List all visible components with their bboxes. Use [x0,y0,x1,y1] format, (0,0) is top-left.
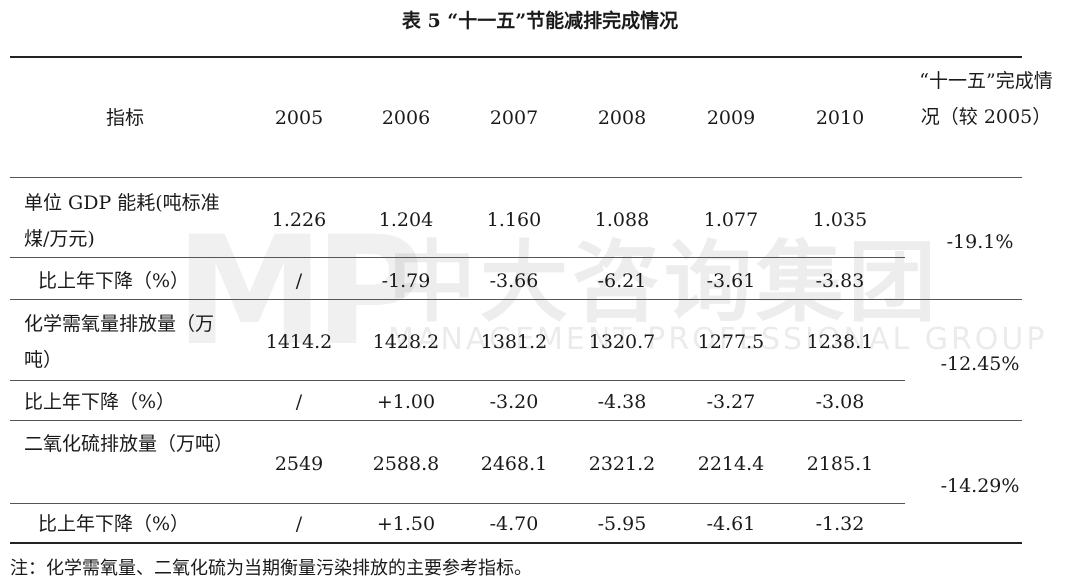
table-cell: 1.035 [812,209,868,231]
header-year-2005: 2005 [274,107,324,129]
table-cell: 1428.2 [372,331,440,353]
table-cell: 1381.2 [480,331,548,353]
row-label-decline: 比上年下降（%） [38,513,190,535]
table-cell: 2185.1 [806,453,874,475]
completion-so2: -14.29% [940,475,1020,497]
table-cell: 1414.2 [265,331,333,353]
header-year-2008: 2008 [597,107,647,129]
table-title: 表 5 “十一五”节能减排完成情况 [401,10,679,32]
table-cell: 1.160 [486,209,542,231]
row-label-decline: 比上年下降（%） [24,391,176,413]
table-cell: / [295,270,303,292]
section-divider [10,299,1022,300]
table-cell: +1.00 [376,391,436,413]
row-label-cod: 化学需氧量排放量（万吨） [24,313,215,371]
table-cell: 1.204 [378,209,434,231]
table-cell: -3.27 [706,391,756,413]
row-label-so2: 二氧化硫排放量（万吨） [24,433,234,455]
header-year-2007: 2007 [489,107,539,129]
table-cell: 1320.7 [588,331,656,353]
completion-cod: -12.45% [940,353,1020,375]
table-note: 注：化学需氧量、二氧化硫为当期衡量污染排放的主要参考指标。 [10,558,532,579]
table-bottom-rule [10,542,1022,544]
table-cell: -1.32 [815,513,865,535]
header-year-2010: 2010 [815,107,865,129]
header-indicator: 指标 [105,107,145,129]
watermark-chinese: 中大咨询集团 [388,231,941,334]
table-cell: 1.088 [594,209,650,231]
table-top-rule [10,56,1022,58]
table-cell: -6.21 [597,270,647,292]
table-cell: -5.95 [597,513,647,535]
table-cell: -3.83 [815,270,865,292]
table-cell: 2588.8 [372,453,440,475]
table-cell: -3.20 [489,391,539,413]
row-divider [10,257,905,258]
table-cell: 1.226 [271,209,327,231]
header-completion: “十一五”完成情况（较 2005） [919,70,1053,128]
row-label-decline: 比上年下降（%） [38,270,190,292]
header-year-2009: 2009 [706,107,756,129]
table-cell: 2214.4 [697,453,765,475]
row-label-gdp-energy: 单位 GDP 能耗(吨标准煤/万元) [24,192,220,250]
table-cell: 1238.1 [806,331,874,353]
watermark-logo: MP [175,205,424,379]
section-divider [10,420,1022,421]
table-cell: 2468.1 [480,453,548,475]
table-cell: -3.66 [489,270,539,292]
table-cell: -4.38 [597,391,647,413]
table-cell: 1.077 [703,209,759,231]
table-cell: +1.50 [376,513,436,535]
watermark-english: MANAGEMENT PROFESSIONAL GROUP [388,322,1048,357]
table-cell: -3.08 [815,391,865,413]
table-cell: / [295,391,303,413]
header-year-2006: 2006 [381,107,431,129]
row-divider [10,503,905,504]
header-rule [10,177,1022,178]
table-cell: 2549 [274,453,324,475]
table-cell: / [295,513,303,535]
row-divider [10,380,905,381]
table-cell: 1277.5 [697,331,765,353]
completion-gdp-energy: -19.1% [946,231,1014,253]
table-cell: -3.61 [706,270,756,292]
table-cell: 2321.2 [588,453,656,475]
table-cell: -1.79 [381,270,431,292]
table-cell: -4.70 [489,513,539,535]
table-cell: -4.61 [706,513,756,535]
